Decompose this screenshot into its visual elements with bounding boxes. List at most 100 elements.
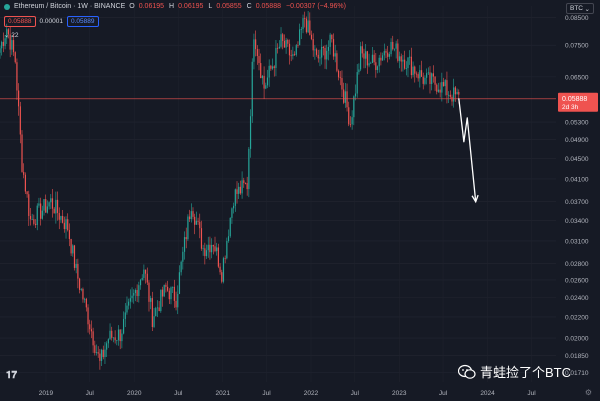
- candle-body: [2, 41, 4, 46]
- currency-selector[interactable]: BTC ⌄: [566, 3, 594, 14]
- close-label: C: [246, 3, 252, 10]
- candle-body: [356, 72, 358, 94]
- candle-body: [358, 69, 360, 73]
- candle-body: [168, 290, 170, 300]
- candle-body: [46, 206, 49, 213]
- candle-body: [380, 57, 382, 61]
- candle-body: [265, 85, 267, 89]
- candle-body: [363, 53, 365, 59]
- candle-body: [361, 46, 363, 54]
- market-status-icon: [4, 3, 10, 10]
- candle-body: [351, 117, 353, 125]
- candle-body: [251, 61, 253, 117]
- candle-body: [292, 54, 294, 56]
- open-value: 0.06195: [138, 3, 165, 10]
- tradingview-logo[interactable]: 𝟏𝟕: [6, 370, 18, 381]
- candle-body: [314, 49, 316, 51]
- candle-body: [436, 84, 438, 92]
- low-value: 0.05855: [216, 3, 242, 10]
- candle-body: [280, 34, 282, 47]
- candle-body: [192, 211, 194, 217]
- candle-body: [94, 345, 96, 353]
- current-price-tag-label: 0.05888: [562, 96, 587, 103]
- candle-body: [29, 215, 32, 220]
- candle-body: [227, 236, 230, 242]
- candle-body: [310, 34, 313, 39]
- candle-body: [234, 189, 236, 206]
- candle-body: [104, 349, 106, 358]
- collapse-icon[interactable]: ⌄: [4, 32, 10, 39]
- candle-body: [405, 68, 407, 69]
- candle-body: [398, 56, 401, 61]
- candle-body: [424, 77, 426, 84]
- candle-body: [0, 48, 1, 53]
- candle-body: [75, 264, 77, 268]
- candle-body: [209, 244, 211, 253]
- candle-body: [458, 91, 460, 95]
- low-label: L: [208, 3, 213, 10]
- candle-body: [221, 272, 223, 282]
- candle-body: [194, 216, 196, 225]
- candle-body: [31, 219, 33, 220]
- candle-body: [263, 75, 265, 89]
- candle-body: [337, 70, 340, 78]
- candle-body: [70, 238, 72, 254]
- candle-body: [4, 38, 6, 46]
- buy-button[interactable]: 0.05889: [67, 16, 99, 27]
- x-tick-label: 2024: [480, 390, 495, 397]
- candle-body: [119, 329, 121, 342]
- candle-body: [43, 199, 45, 211]
- candle-body: [134, 290, 137, 294]
- candle-body: [359, 46, 362, 70]
- candle-body: [53, 208, 55, 214]
- candle-body: [197, 220, 199, 222]
- x-tick-label: 2019: [39, 390, 54, 397]
- candle-body: [283, 40, 286, 48]
- chevron-down-icon: ⌄: [584, 5, 590, 13]
- chart-header: Ethereum / Bitcoin · 1W · BINANCE O 0.061…: [4, 3, 347, 10]
- symbol-title[interactable]: Ethereum / Bitcoin · 1W · BINANCE: [14, 3, 126, 10]
- open-label: O: [129, 3, 135, 10]
- candle-body: [170, 287, 172, 300]
- candle-body: [177, 293, 179, 308]
- candle-body: [339, 77, 341, 79]
- candle-body: [100, 349, 103, 361]
- time-axis: 2019 Jul 2020 Jul 2021 Jul 2022 Jul 2023 Jul 2024 J…: [39, 390, 537, 397]
- candle-body: [290, 55, 292, 57]
- candle-body: [107, 339, 109, 344]
- sell-button[interactable]: 0.05888: [4, 16, 36, 27]
- candle-body: [40, 203, 42, 219]
- candle-body: [409, 56, 411, 58]
- candle-body: [410, 56, 412, 76]
- candle-body: [244, 183, 247, 184]
- spread-value: 0.00001: [39, 18, 64, 25]
- candle-body: [165, 284, 167, 287]
- candle-body: [114, 337, 116, 341]
- candle-body: [34, 223, 37, 225]
- candle-body: [322, 46, 324, 48]
- candle-body: [136, 290, 138, 297]
- candle-body: [126, 305, 128, 313]
- candle-body: [395, 43, 397, 49]
- candle-body: [454, 87, 456, 95]
- candle-body: [1, 41, 3, 49]
- candle-body: [446, 80, 448, 96]
- candle-body: [373, 54, 375, 63]
- projection-arrowhead: [471, 194, 479, 204]
- candle-body: [131, 295, 133, 299]
- gear-icon[interactable]: ⚙: [584, 388, 592, 397]
- candle-body: [376, 66, 379, 71]
- candle-body: [117, 329, 120, 341]
- candle-body: [122, 318, 125, 334]
- order-row: 0.05888 0.00001 0.05889: [4, 16, 99, 27]
- close-value: 0.05888: [255, 3, 281, 10]
- candle-body: [243, 180, 245, 184]
- y-tick-label: 0.04500: [565, 156, 589, 163]
- candle-body: [139, 279, 142, 286]
- candle-body: [50, 198, 52, 203]
- candle-body: [6, 29, 8, 39]
- candle-body: [217, 247, 219, 267]
- change-value: −0.00307 (−4.96%): [286, 3, 346, 10]
- candle-body: [390, 41, 392, 55]
